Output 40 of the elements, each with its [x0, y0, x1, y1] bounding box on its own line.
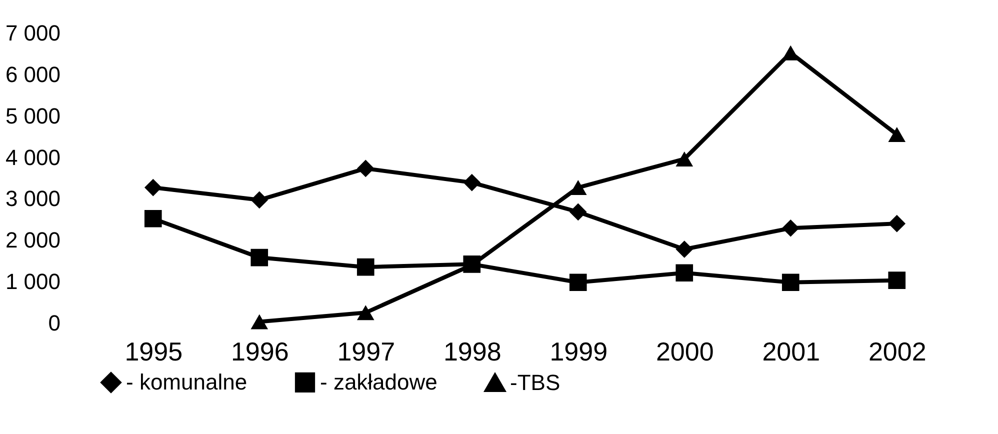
- y-tick-label: 5 000: [5, 103, 60, 128]
- y-tick-label: 1 000: [5, 269, 60, 294]
- point: [782, 45, 800, 60]
- point: [356, 258, 374, 276]
- point: [782, 219, 800, 237]
- legend-label: -TBS: [510, 370, 560, 396]
- point: [356, 160, 374, 178]
- x-tick-label: 1997: [337, 336, 396, 366]
- point: [144, 210, 162, 228]
- y-tick-label: 2 000: [5, 228, 60, 253]
- legend-label: - komunalne: [126, 369, 248, 394]
- point: [888, 272, 906, 289]
- point: [888, 214, 906, 232]
- point: [569, 203, 587, 221]
- point: [250, 248, 268, 266]
- y-tick-label: 3 000: [5, 186, 60, 212]
- point: [782, 274, 800, 292]
- point: [569, 180, 587, 196]
- x-tick-label: 1995: [124, 336, 183, 366]
- x-tick-label: 1996: [230, 336, 289, 366]
- legend-label: - zakładowe: [320, 369, 438, 394]
- x-tick-label: 2002: [868, 336, 926, 366]
- y-tick-label: 4 000: [5, 144, 60, 170]
- point: [250, 314, 268, 330]
- x-tick-label: 1998: [443, 336, 502, 366]
- y-tick-label: 7 000: [5, 20, 60, 46]
- y-tick-label: 0: [48, 310, 60, 336]
- point: [888, 127, 906, 142]
- x-tick-label: 1999: [550, 336, 608, 366]
- x-tick-label: 2000: [656, 336, 714, 366]
- point: [569, 274, 587, 292]
- point: [144, 178, 162, 196]
- point: [676, 151, 694, 166]
- point: [676, 240, 694, 258]
- y-tick-label: 6 000: [5, 62, 60, 87]
- point: [250, 191, 268, 209]
- point: [356, 305, 374, 320]
- point: [676, 264, 694, 282]
- point: [463, 174, 481, 192]
- x-tick-label: 2001: [762, 336, 820, 366]
